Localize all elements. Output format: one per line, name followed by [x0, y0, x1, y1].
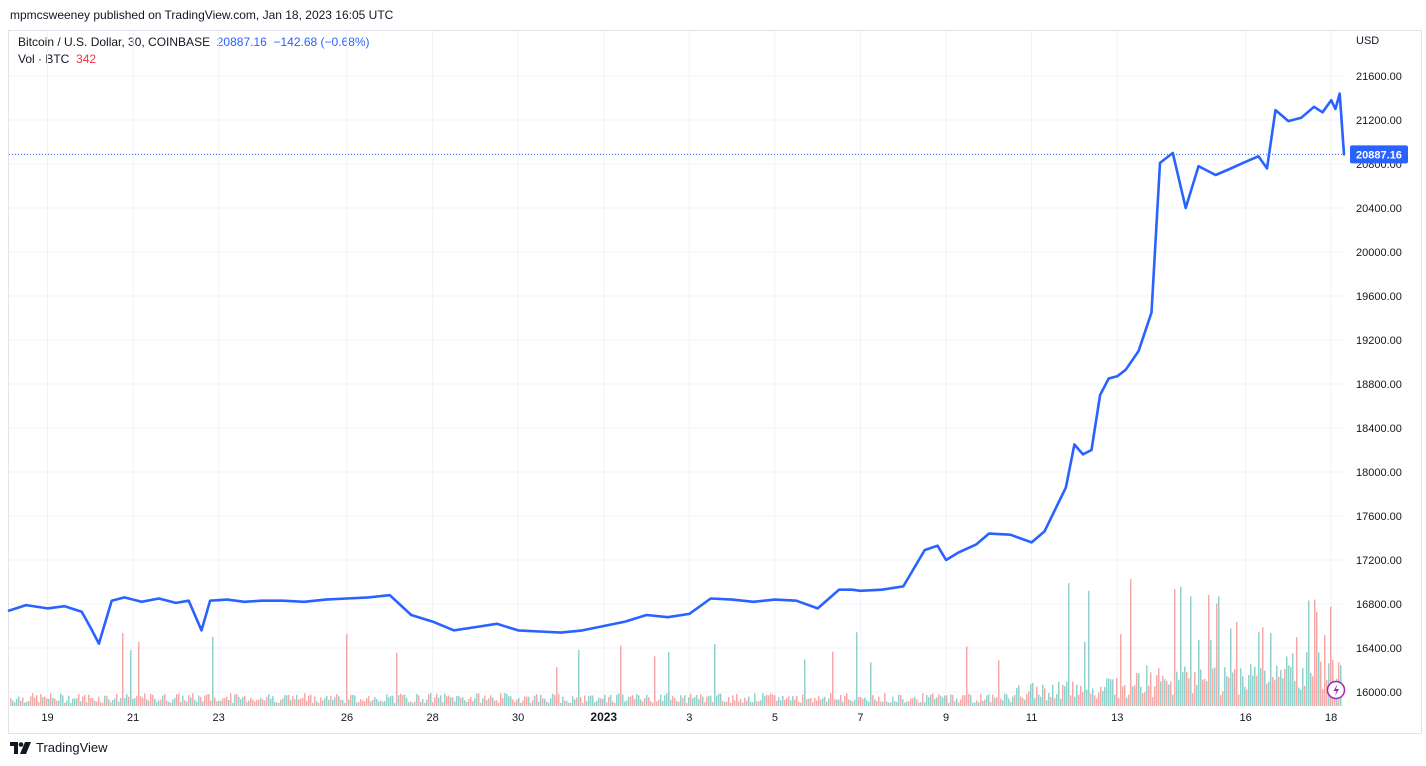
volume-legend[interactable]: Vol · BTC 342 — [18, 52, 96, 66]
last-price-value: 20887.16 — [216, 35, 267, 49]
brand-name: TradingView — [36, 740, 108, 755]
symbol-title: Bitcoin / U.S. Dollar, 30, COINBASE — [18, 35, 211, 49]
publish-info: mpmcsweeney published on TradingView.com… — [10, 8, 394, 22]
volume-value: 342 — [76, 52, 97, 66]
chart-frame — [8, 30, 1422, 734]
tradingview-logo[interactable]: TradingView — [10, 740, 108, 755]
symbol-legend[interactable]: Bitcoin / U.S. Dollar, 30, COINBASE 2088… — [18, 35, 370, 49]
tradingview-logo-icon — [10, 741, 31, 754]
price-change-value: −142.68 (−0.68%) — [273, 35, 370, 49]
volume-label: Vol · BTC — [18, 52, 70, 66]
